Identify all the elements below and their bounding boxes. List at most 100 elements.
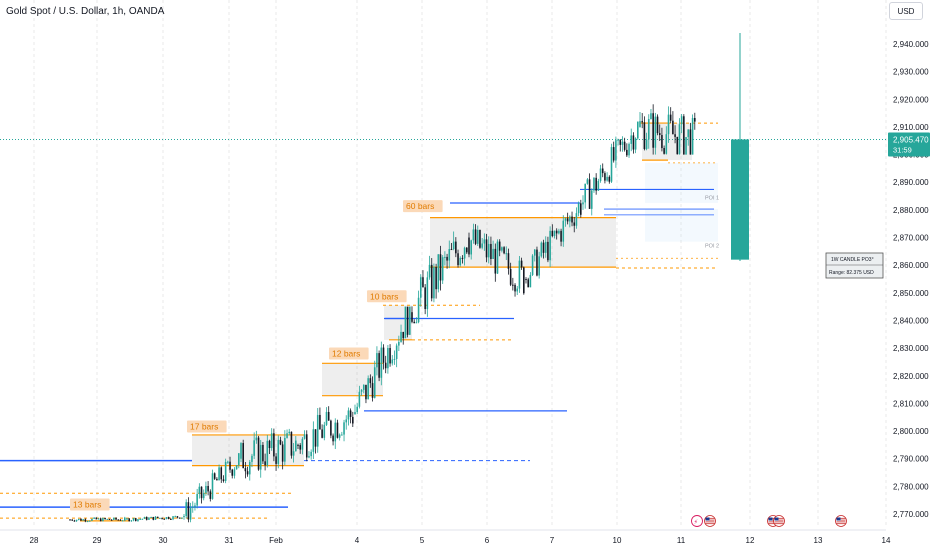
candle-body — [604, 173, 606, 181]
po3-info-box: 1W CANDLE PO3° Range: 82.375 USD — [825, 252, 884, 279]
candle-body — [229, 461, 231, 470]
candle-body — [150, 516, 152, 518]
bar-count-label-bg — [367, 290, 407, 303]
candle-body — [336, 422, 339, 438]
candle-body — [279, 439, 282, 445]
candle-body — [444, 256, 446, 258]
candle-body — [694, 118, 696, 122]
zone-boxes — [192, 123, 718, 466]
y-tick-label: 2,830.000 — [893, 344, 929, 353]
candle-body — [417, 297, 420, 323]
candle-body — [527, 279, 529, 288]
us-flag-event-icon-border — [773, 515, 785, 527]
candle-body — [163, 518, 166, 520]
candle-body — [108, 518, 111, 520]
candle-body — [308, 456, 310, 458]
candle-body — [380, 347, 383, 378]
event-icons[interactable]: ⚡ — [691, 515, 847, 527]
candle-body — [525, 279, 527, 280]
candle-body — [678, 124, 681, 155]
candle-body — [512, 284, 514, 286]
candle-body — [470, 240, 472, 255]
x-tick-label: Feb — [269, 536, 283, 545]
current-price-value: 2,905.470 — [893, 135, 929, 144]
candle-body — [433, 266, 435, 299]
candle-body — [424, 287, 426, 310]
bar-count-label-bg — [403, 200, 443, 213]
candle-body — [577, 203, 580, 214]
candle-body — [628, 143, 630, 156]
bar-count-label: 10 bars — [370, 291, 398, 301]
candle-body — [571, 216, 573, 223]
bar-count-label: 17 bars — [190, 422, 218, 432]
candle-body — [485, 239, 488, 258]
candle-body — [398, 341, 400, 346]
y-axis[interactable]: 2,770.000 2,780.000 2,790.000 2,800.000 2,81… — [893, 40, 929, 519]
candle-body — [290, 431, 293, 456]
candle-body — [216, 478, 218, 481]
candle-body — [314, 429, 317, 447]
us-flag-event-icon[interactable] — [767, 515, 779, 527]
po3-info-title: 1W CANDLE PO3° — [831, 257, 874, 263]
candle-body — [362, 384, 365, 390]
candle-body — [141, 518, 144, 520]
candle-body — [248, 461, 251, 475]
candle-body — [551, 230, 554, 237]
candle-body — [205, 485, 207, 494]
candle-body — [476, 230, 479, 244]
candle-body — [312, 429, 315, 452]
candle-body — [191, 506, 194, 508]
candle-body — [159, 517, 161, 519]
candle-body — [253, 440, 255, 456]
candle-body — [411, 312, 413, 322]
candle-body — [323, 424, 326, 438]
candle-body — [487, 243, 490, 258]
currency-button[interactable]: USD — [889, 2, 923, 20]
candle-body — [367, 378, 369, 400]
candle-body — [650, 113, 652, 119]
candle-body — [316, 414, 319, 447]
us-flag-event-icon[interactable] — [835, 515, 847, 527]
candle-body — [356, 406, 358, 413]
candle-body — [124, 517, 126, 521]
y-tick-label: 2,810.000 — [893, 399, 929, 408]
candle-body — [584, 183, 586, 203]
candle-body — [170, 518, 172, 520]
x-tick-label: 11 — [677, 536, 686, 545]
candle-body — [564, 218, 567, 221]
lightning-event-icon[interactable]: ⚡ — [691, 515, 703, 527]
candle-body — [270, 433, 273, 449]
candle-body — [573, 222, 576, 226]
candle-body — [137, 519, 139, 521]
x-axis[interactable]: 28 29 30 31 Feb 4 5 6 7 10 11 12 13 14 — [0, 529, 891, 545]
candle-body — [277, 439, 280, 464]
candle-body — [91, 518, 93, 521]
candle-body — [637, 121, 639, 139]
weekly-candle[interactable] — [731, 32, 749, 262]
candle-body — [498, 241, 501, 251]
y-tick-label: 2,840.000 — [893, 316, 929, 325]
candle-body — [463, 247, 466, 259]
candle-body — [301, 438, 304, 450]
candle-body — [244, 468, 247, 472]
us-flag-event-icon[interactable] — [773, 515, 785, 527]
candle-body — [606, 176, 608, 181]
candle-body — [691, 118, 694, 155]
candle-body — [450, 249, 453, 251]
bar-count-label-bg — [187, 420, 227, 433]
candle-body — [428, 264, 431, 278]
candle-body — [288, 431, 291, 434]
candle-body — [130, 520, 133, 522]
candle-body — [621, 141, 624, 145]
candle-body — [608, 176, 611, 182]
candle-body — [259, 444, 262, 470]
us-flag-event-icon[interactable] — [704, 515, 716, 527]
candle-body — [286, 433, 288, 438]
candle-body — [520, 260, 523, 268]
candle-body — [200, 486, 203, 499]
candle-body — [99, 518, 102, 522]
candle-body — [439, 254, 442, 281]
candle-body — [156, 516, 159, 518]
